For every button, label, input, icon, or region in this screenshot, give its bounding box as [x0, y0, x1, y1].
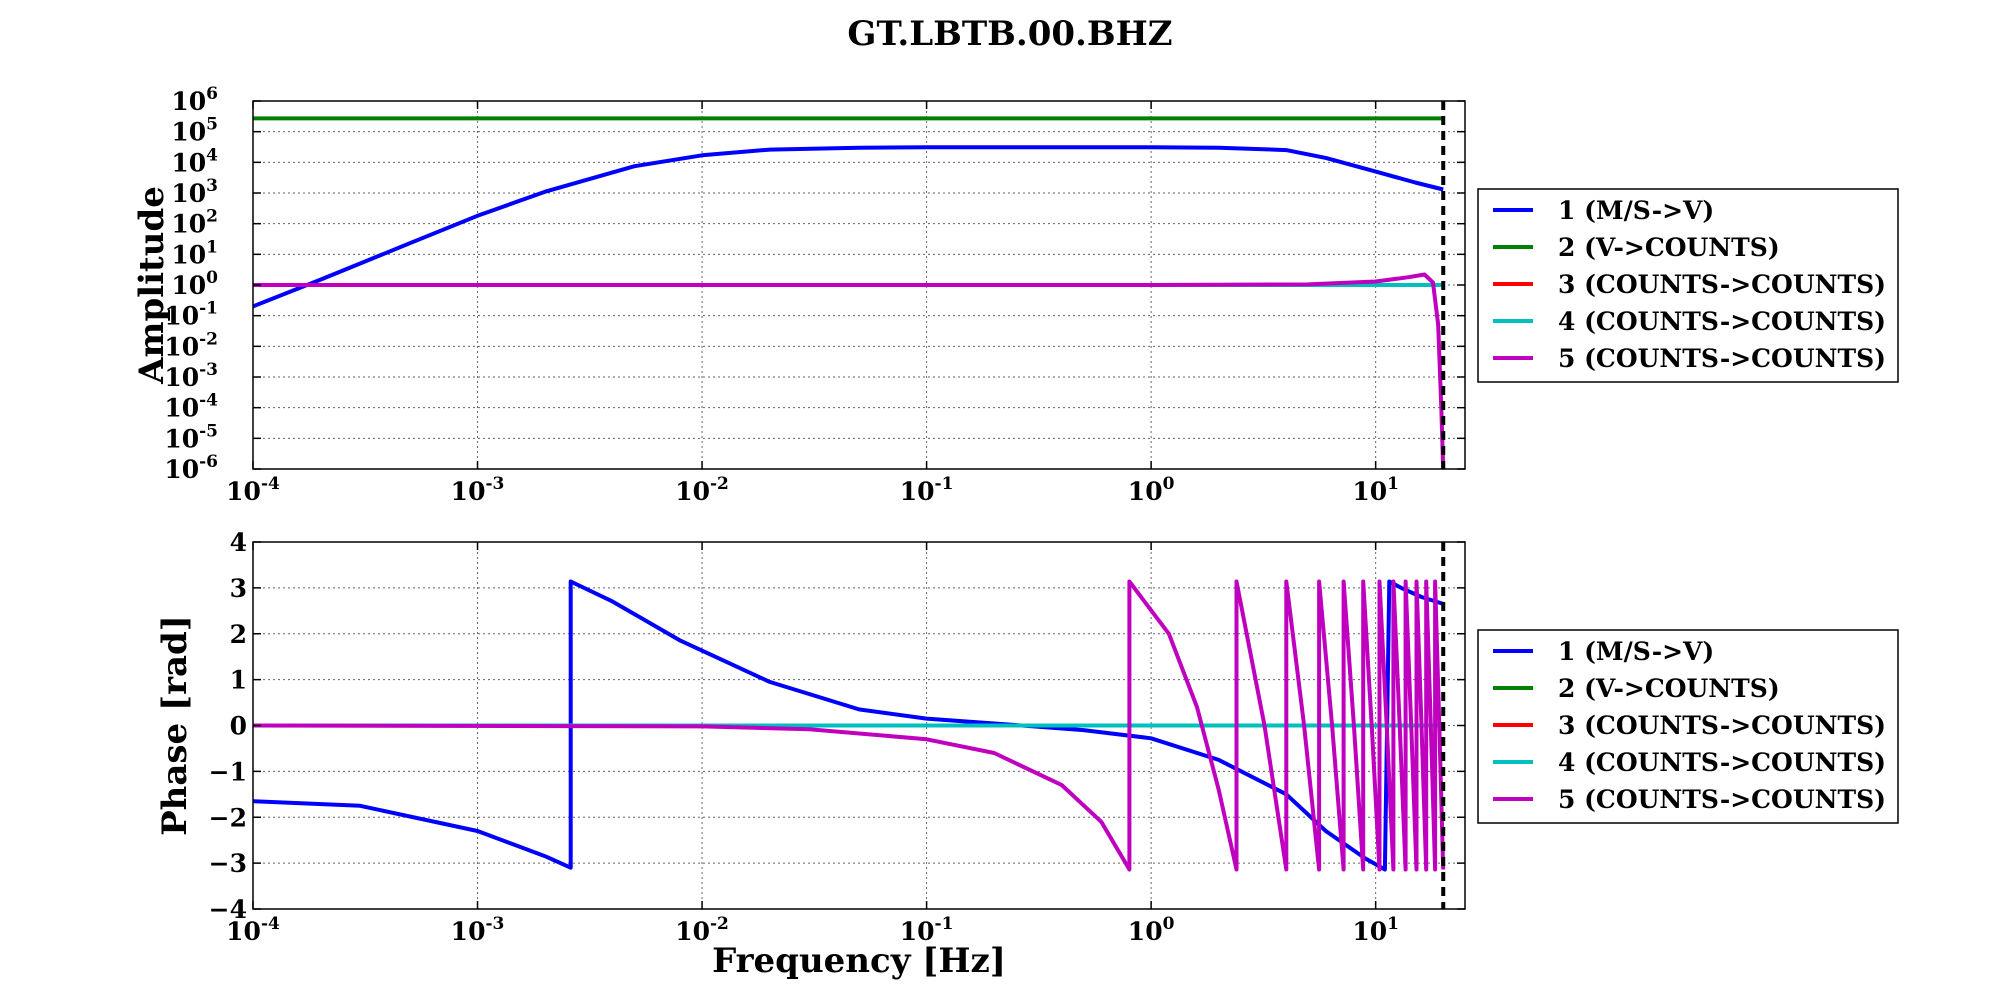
legend: 1 (M/S->V) 2 (V->COUNTS) 3 (COUNTS->COUNTS… — [1477, 629, 1899, 824]
y-tick-label: 1 — [230, 666, 247, 695]
legend-label-3: 3 (COUNTS->COUNTS) — [1558, 270, 1886, 299]
series-line-5 — [253, 579, 1446, 872]
legend: 1 (M/S->V) 2 (V->COUNTS) 3 (COUNTS->COUNTS… — [1477, 188, 1899, 383]
y-tick-label: 2 — [230, 620, 247, 649]
y-axis-label: Amplitude — [132, 186, 172, 385]
legend-label-1: 1 (M/S->V) — [1558, 196, 1714, 225]
y-tick-label: 104 — [171, 145, 218, 177]
y-tick-label: 102 — [171, 207, 218, 239]
y-tick-label: 10-4 — [164, 391, 218, 423]
legend-label-2: 2 (V->COUNTS) — [1558, 674, 1780, 703]
y-tick-label: −2 — [209, 803, 247, 832]
legend-label-4: 4 (COUNTS->COUNTS) — [1558, 307, 1886, 336]
series-line-5 — [253, 272, 1446, 469]
x-tick-label: 10-3 — [451, 474, 505, 506]
legend-box — [1477, 629, 1899, 824]
legend-label-2: 2 (V->COUNTS) — [1558, 233, 1780, 262]
legend-box — [1477, 188, 1899, 383]
y-tick-label: 0 — [230, 712, 247, 741]
x-tick-label: 10-4 — [226, 914, 280, 946]
y-tick-label: 105 — [171, 115, 218, 147]
panel-phase: 10-4 10-3 10-2 10-1 100 101 4 3 2 1 0 −1 −2 −3 −4 Phase… — [155, 528, 1899, 981]
y-tick-label: 10-5 — [164, 421, 218, 453]
x-tick-label: 10-2 — [675, 474, 729, 506]
y-tick-label: 3 — [230, 574, 247, 603]
x-tick-label: 10-1 — [900, 914, 954, 946]
y-tick-label: 10-6 — [164, 452, 218, 484]
x-tick-label: 10-3 — [451, 914, 505, 946]
y-tick-label: 100 — [171, 268, 218, 300]
legend-label-3: 3 (COUNTS->COUNTS) — [1558, 711, 1886, 740]
panel-amplitude: 10-4 10-3 10-2 10-1 100 101106105104103102101… — [132, 84, 1899, 506]
y-tick-label: −4 — [209, 895, 247, 924]
x-tick-label: 10-2 — [675, 914, 729, 946]
y-tick-label: 103 — [171, 176, 218, 208]
x-tick-label: 100 — [1128, 914, 1175, 946]
y-axis-label: Phase [rad] — [155, 615, 195, 836]
legend-label-5: 5 (COUNTS->COUNTS) — [1558, 344, 1886, 373]
x-tick-label: 10-1 — [900, 474, 954, 506]
y-tick-label: −1 — [209, 757, 247, 786]
legend-label-5: 5 (COUNTS->COUNTS) — [1558, 785, 1886, 814]
x-tick-label: 100 — [1128, 474, 1175, 506]
figure-title: GT.LBTB.00.BHZ — [847, 14, 1172, 54]
legend-label-4: 4 (COUNTS->COUNTS) — [1558, 748, 1886, 777]
y-tick-label: −3 — [209, 849, 247, 878]
y-tick-label: 101 — [171, 237, 218, 269]
x-tick-label: 10-4 — [226, 474, 280, 506]
legend-label-1: 1 (M/S->V) — [1558, 637, 1714, 666]
series-line-1 — [253, 145, 1444, 309]
y-tick-label: 10-1 — [164, 299, 218, 331]
y-tick-label: 10-3 — [164, 360, 218, 392]
y-tick-label: 4 — [230, 528, 247, 557]
x-tick-label: 101 — [1352, 474, 1399, 506]
x-tick-label: 101 — [1352, 914, 1399, 946]
x-axis-label: Frequency [Hz] — [712, 941, 1006, 981]
y-tick-label: 106 — [171, 84, 218, 116]
y-tick-label: 10-2 — [164, 329, 218, 361]
